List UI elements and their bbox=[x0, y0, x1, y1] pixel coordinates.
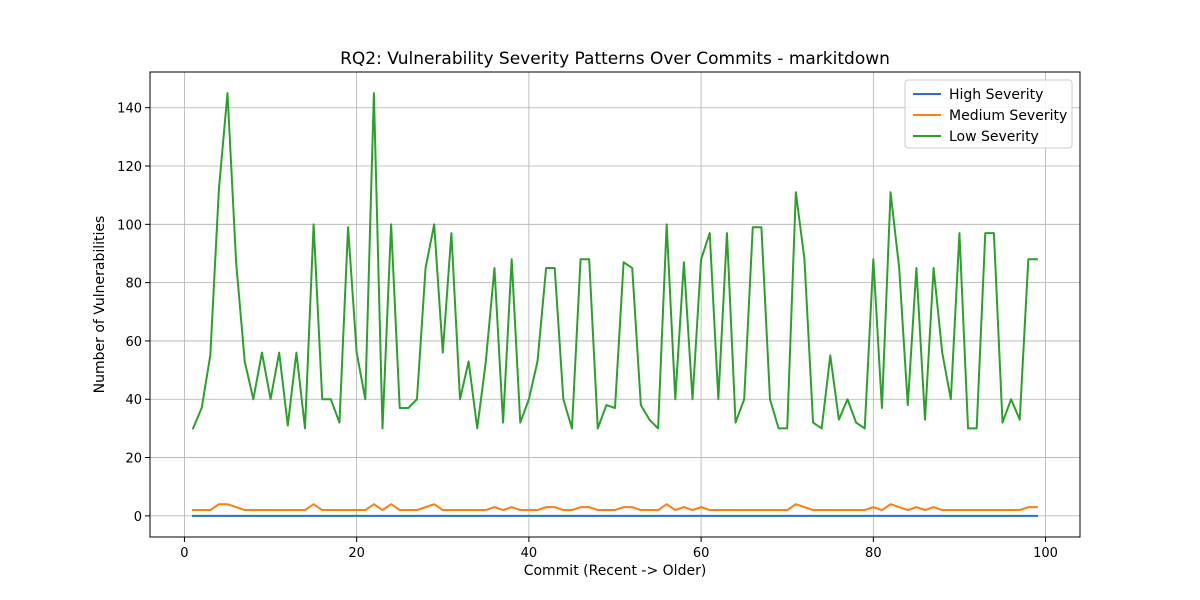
chart-title: RQ2: Vulnerability Severity Patterns Ove… bbox=[340, 49, 890, 69]
legend: High Severity Medium Severity Low Severity bbox=[904, 79, 1073, 149]
legend-label-low-severity: Low Severity bbox=[949, 129, 1039, 145]
y-axis-ticks: 0 20 40 60 80 100 120 140 bbox=[117, 102, 150, 525]
legend-label-high-severity: High Severity bbox=[949, 87, 1043, 103]
plot-frame bbox=[149, 71, 1081, 538]
y-tick-label: 140 bbox=[117, 102, 142, 117]
x-tick-label: 40 bbox=[521, 546, 538, 561]
y-tick-label: 60 bbox=[125, 335, 142, 350]
x-tick-label: 20 bbox=[348, 546, 365, 561]
series-lines bbox=[191, 92, 1038, 517]
x-tick-label: 80 bbox=[865, 546, 882, 561]
x-tick-label: 60 bbox=[693, 546, 710, 561]
y-tick-label: 20 bbox=[125, 452, 142, 467]
y-axis-title: Number of Vulnerabilities bbox=[92, 216, 108, 394]
y-tick-label: 120 bbox=[117, 160, 142, 175]
x-tick-label: 100 bbox=[1033, 546, 1058, 561]
x-axis-title: Commit (Recent -> Older) bbox=[524, 563, 707, 579]
y-tick-label: 0 bbox=[134, 510, 142, 525]
y-tick-label: 40 bbox=[125, 393, 142, 408]
y-tick-label: 100 bbox=[117, 218, 142, 233]
x-tick-label: 0 bbox=[180, 546, 188, 561]
legend-label-medium-severity: Medium Severity bbox=[949, 108, 1067, 124]
legend-box bbox=[904, 79, 1073, 149]
series-line-medium-severity bbox=[192, 503, 1038, 512]
y-tick-label: 80 bbox=[125, 277, 142, 292]
x-axis-ticks: 0 20 40 60 80 100 bbox=[180, 537, 1058, 561]
series-line-low-severity bbox=[191, 92, 1038, 430]
